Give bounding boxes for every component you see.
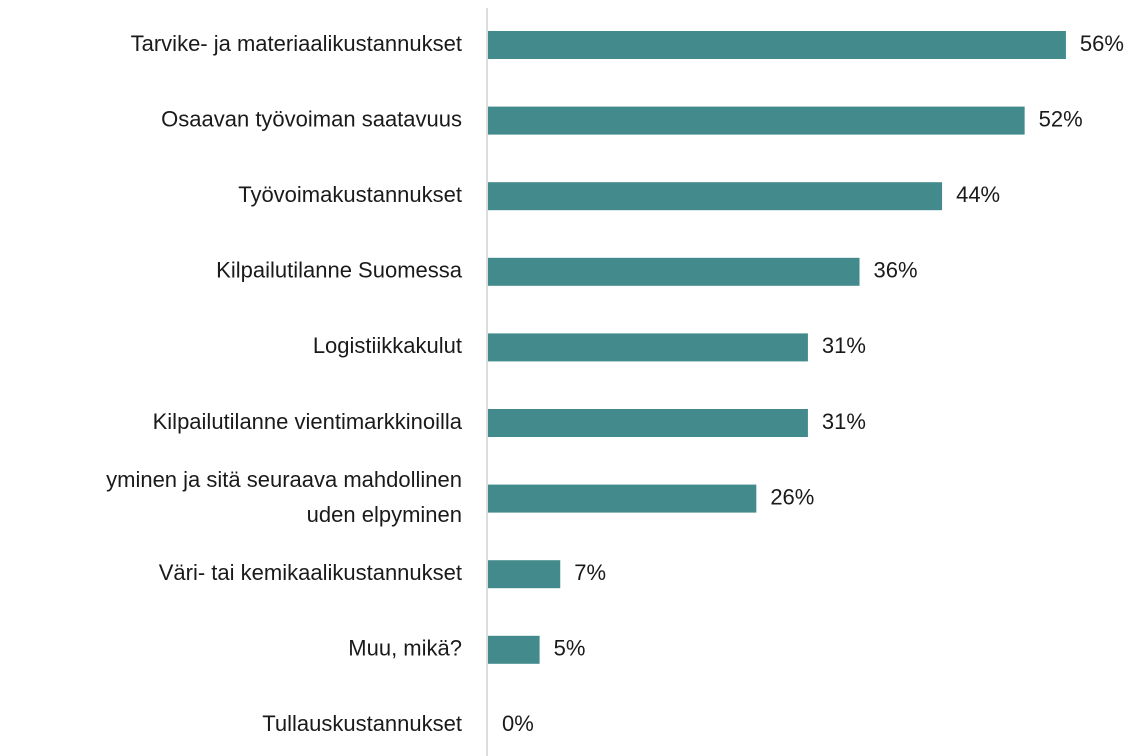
value-label: 36% — [874, 258, 918, 283]
value-label: 7% — [574, 560, 606, 585]
category-label: Muu, mikä? — [348, 636, 462, 661]
category-label: Kilpailutilanne Suomessa — [216, 258, 463, 283]
value-label: 26% — [770, 484, 814, 509]
bar — [488, 333, 808, 362]
bar — [488, 484, 757, 513]
category-label: Osaavan työvoiman saatavuus — [161, 106, 462, 131]
category-label: Tullauskustannukset — [262, 711, 462, 736]
bar — [488, 257, 860, 286]
value-label: 44% — [956, 182, 1000, 207]
category-label: Kilpailutilanne vientimarkkinoilla — [153, 409, 463, 434]
value-label: 56% — [1080, 31, 1124, 56]
value-label: 0% — [502, 711, 534, 736]
bar — [488, 31, 1066, 59]
value-label: 52% — [1039, 106, 1083, 131]
value-label: 31% — [822, 333, 866, 358]
bar — [488, 106, 1025, 135]
category-label: Väri- tai kemikaalikustannukset — [159, 560, 462, 585]
value-label: 31% — [822, 409, 866, 434]
category-label: Tarvike- ja materiaalikustannukset — [131, 31, 462, 56]
category-label: yminen ja sitä seuraava mahdollinen uden … — [106, 467, 462, 527]
value-label: 5% — [554, 636, 586, 661]
bar — [488, 182, 943, 211]
bar — [488, 409, 808, 437]
category-label: Työvoimakustannukset — [238, 182, 462, 207]
bar — [488, 635, 540, 664]
bar — [488, 560, 561, 589]
category-label: Logistiikkakulut — [313, 333, 462, 358]
